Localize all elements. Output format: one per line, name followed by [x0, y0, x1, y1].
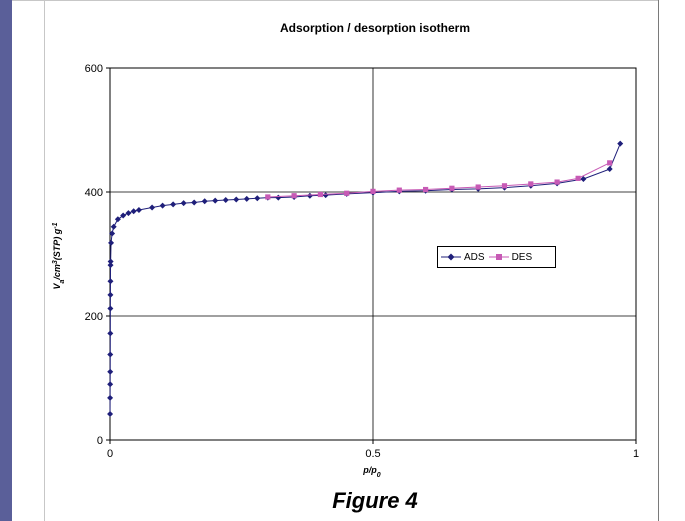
legend-des-marker	[488, 254, 509, 260]
left-frame-bar	[0, 0, 12, 521]
data-point-ads	[107, 305, 114, 312]
right-frame-line	[658, 0, 659, 521]
chart-legend: ADS DES	[437, 246, 556, 268]
data-point-ads	[135, 206, 142, 213]
data-point-ads	[120, 212, 127, 219]
data-point-ads	[170, 201, 177, 208]
series-line-des	[267, 162, 610, 198]
data-point-ads	[322, 192, 329, 199]
data-point-ads	[109, 230, 116, 237]
axes	[106, 67, 637, 444]
data-point-ads	[275, 194, 282, 201]
figure-caption: Figure 4	[332, 488, 418, 513]
data-point-ads	[107, 410, 114, 417]
data-point-ads	[107, 262, 114, 269]
data-point-des	[396, 187, 402, 193]
data-point-ads	[130, 208, 137, 215]
data-point-des	[291, 193, 297, 199]
data-point-ads	[191, 199, 198, 206]
data-point-ads	[149, 204, 156, 211]
series-line-ads	[109, 143, 621, 414]
data-point-ads	[243, 195, 250, 202]
plot-area-border	[109, 67, 637, 441]
inner-margin-line	[44, 0, 45, 521]
data-point-des	[501, 183, 508, 189]
data-point-ads	[159, 202, 166, 209]
data-point-des	[528, 181, 534, 187]
series-group	[107, 140, 624, 417]
data-point-ads	[107, 351, 114, 358]
data-point-ads	[233, 196, 240, 203]
y-tick-label: 600	[85, 63, 103, 75]
legend-ads-marker	[441, 253, 461, 261]
grid-lines	[110, 67, 637, 440]
data-point-des	[370, 188, 376, 194]
y-tick-label: 200	[85, 311, 103, 323]
data-point-ads	[108, 239, 115, 246]
legend-label-des: DES	[511, 251, 533, 263]
data-point-ads	[201, 198, 208, 205]
data-point-ads	[606, 166, 613, 173]
data-point-ads	[107, 291, 114, 298]
data-point-ads	[580, 175, 587, 182]
data-point-ads	[254, 195, 261, 202]
data-point-ads	[107, 330, 114, 337]
y-tick-label: 400	[85, 187, 103, 199]
data-point-ads	[107, 368, 114, 375]
data-point-des	[475, 184, 481, 190]
data-point-ads	[110, 223, 117, 230]
data-point-ads	[107, 381, 114, 388]
data-point-ads	[114, 216, 121, 223]
y-axis-label: Va/cm3(STP) g-1	[52, 222, 66, 289]
x-tick-label: 0	[107, 448, 113, 460]
x-tick-label: 0.5	[365, 448, 380, 460]
data-point-ads	[617, 140, 624, 147]
data-point-ads	[125, 210, 132, 217]
y-tick-label: 0	[97, 435, 103, 447]
tick-labels: 0 200 400 600 0 0.5 1	[85, 63, 639, 460]
chart-title: Adsorption / desorption isotherm	[279, 21, 470, 35]
data-point-des	[265, 194, 271, 200]
data-point-ads	[107, 258, 114, 265]
data-point-ads	[107, 278, 114, 285]
x-axis-label: p/p0	[362, 465, 381, 479]
data-point-des	[575, 175, 581, 181]
data-point-des	[344, 190, 350, 196]
data-point-ads	[212, 197, 219, 204]
data-point-ads	[306, 192, 313, 199]
data-point-des	[423, 186, 429, 193]
top-edge-line	[12, 0, 658, 1]
data-point-ads	[222, 197, 229, 204]
data-point-des	[317, 191, 323, 198]
legend-label-ads: ADS	[464, 251, 485, 263]
legend-item-des: DES	[488, 251, 533, 263]
data-point-des	[554, 179, 560, 185]
x-tick-label: 1	[633, 448, 639, 460]
data-point-ads	[180, 200, 187, 207]
data-point-des	[449, 185, 455, 191]
legend-item-ads: ADS	[441, 252, 485, 263]
data-point-ads	[107, 394, 114, 401]
data-point-des	[607, 160, 613, 166]
